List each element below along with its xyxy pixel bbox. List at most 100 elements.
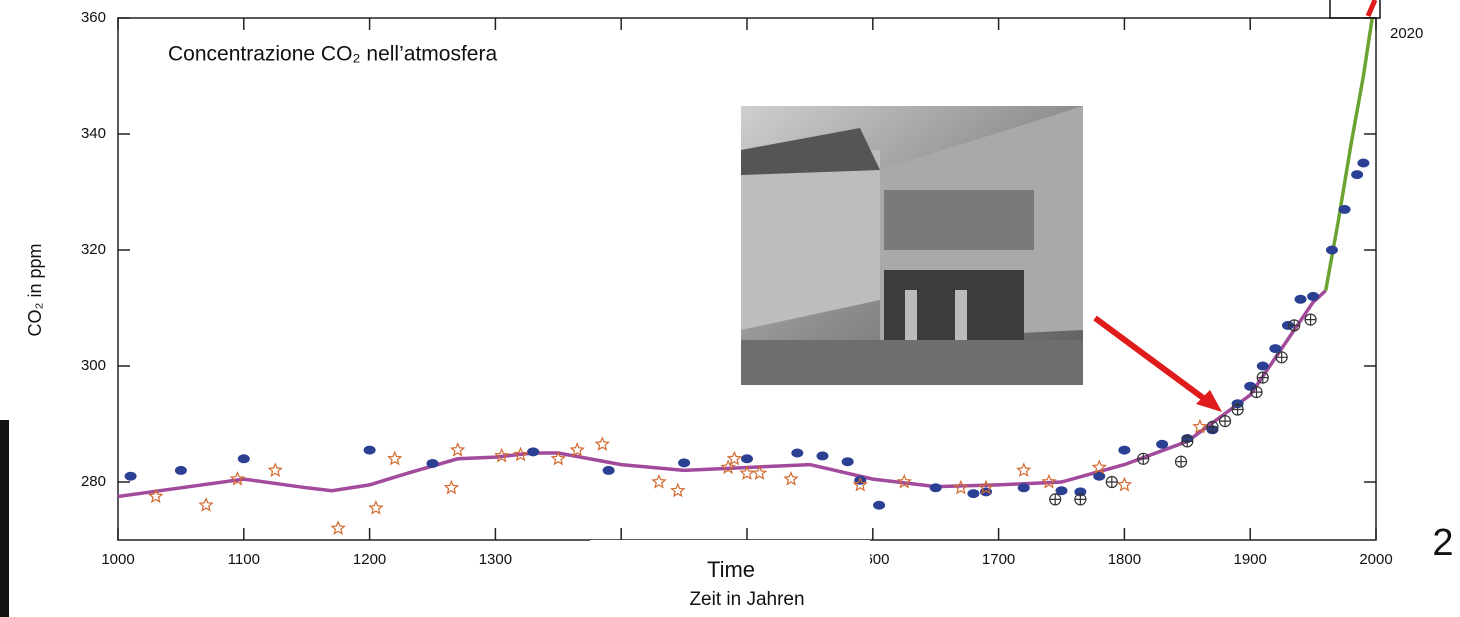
data-point [720,459,736,475]
data-line [117,289,1327,499]
x-axis-label: Zeit in Jahren [689,589,804,610]
data-point [726,450,743,466]
slide-number: 2 [1432,522,1453,564]
data-point [1174,455,1188,468]
data-point [1206,420,1219,433]
data-point [148,488,164,504]
data-point [1256,361,1269,371]
data-point [527,447,540,457]
data-point [816,451,829,461]
data-point [852,476,868,492]
data-point [651,473,667,489]
data-point [1156,439,1169,449]
data-point [1181,435,1194,448]
y-tick-label: 280 [81,473,106,490]
data-point [1351,170,1364,180]
x-tick-label: 1100 [228,551,260,568]
data-point [741,454,753,464]
data-point [1256,371,1269,384]
data-point [1357,158,1370,168]
data-point [450,442,466,457]
edge-strip [0,420,9,617]
data-point [494,447,510,463]
arrow [1365,0,1378,18]
y-tick-label: 300 [81,357,106,374]
data-point [896,473,912,489]
arrow-head [1196,390,1222,412]
x-tick-label: 1800 [1108,551,1141,568]
data-point [387,450,403,466]
data-point [873,500,886,510]
data-point [237,454,250,464]
data-point [978,479,994,495]
data-point [1218,415,1232,428]
x-tick-label: 1200 [353,551,386,568]
plot: 2803003203403601000110012001300140015001… [81,9,1393,568]
data-point [1250,386,1263,399]
data-point [1091,459,1107,475]
data-point [783,471,799,486]
x-tick-label: 1000 [101,551,134,568]
data-point [174,465,187,475]
x-tick-label: 1900 [1234,551,1267,568]
end-annotation: 2020 [1390,25,1423,42]
x-tick-label: 1300 [479,551,512,568]
data-point [569,442,585,457]
data-point [1016,462,1032,478]
data-point [1307,291,1320,301]
data-point [512,446,529,462]
data-point [1244,381,1257,391]
data-point [1275,351,1288,364]
data-point [1105,475,1118,489]
data-point [1325,245,1338,255]
data-point [1288,319,1301,332]
data-point [443,479,460,495]
data-point [1055,486,1068,496]
data-point [426,458,439,468]
data-point [1281,320,1294,330]
data-point [267,462,283,478]
data-point [929,483,942,493]
x-tick-label: 1700 [982,551,1015,568]
data-point [602,465,615,475]
data-point [967,489,980,499]
data-point [1017,483,1030,493]
arrow [1093,315,1212,406]
data-point [1269,344,1282,354]
data-point [1118,445,1131,455]
y-axis-label: CO₂ in ppm [25,243,45,336]
y-tick-label: 360 [81,9,106,26]
data-point [368,500,384,515]
data-point [594,436,610,451]
data-point [1192,418,1208,434]
data-point [791,448,804,458]
x-tick-label: 2000 [1359,551,1392,568]
data-point [980,487,993,497]
data-point [841,457,854,467]
data-point [198,497,214,512]
data-point [678,458,691,468]
data-point [1093,471,1106,481]
box [1329,0,1381,19]
data-point [363,445,376,455]
data-point [1294,294,1307,304]
data-point [229,471,246,486]
y-tick-label: 340 [81,125,106,142]
data-point [1304,313,1317,326]
data-point [670,482,686,498]
y-tick-label: 320 [81,241,106,258]
data-line [1323,17,1374,291]
data-point [739,465,755,480]
x-annotation: Time [707,557,755,582]
data-point [550,450,566,466]
data-point [1137,452,1150,465]
data-point [1116,476,1133,492]
data-point [124,471,137,481]
data-point [1074,493,1087,506]
label-cover [590,540,870,574]
data-point [1041,473,1057,489]
data-point [953,479,969,495]
photo [741,106,1083,385]
data-point [1231,403,1244,416]
